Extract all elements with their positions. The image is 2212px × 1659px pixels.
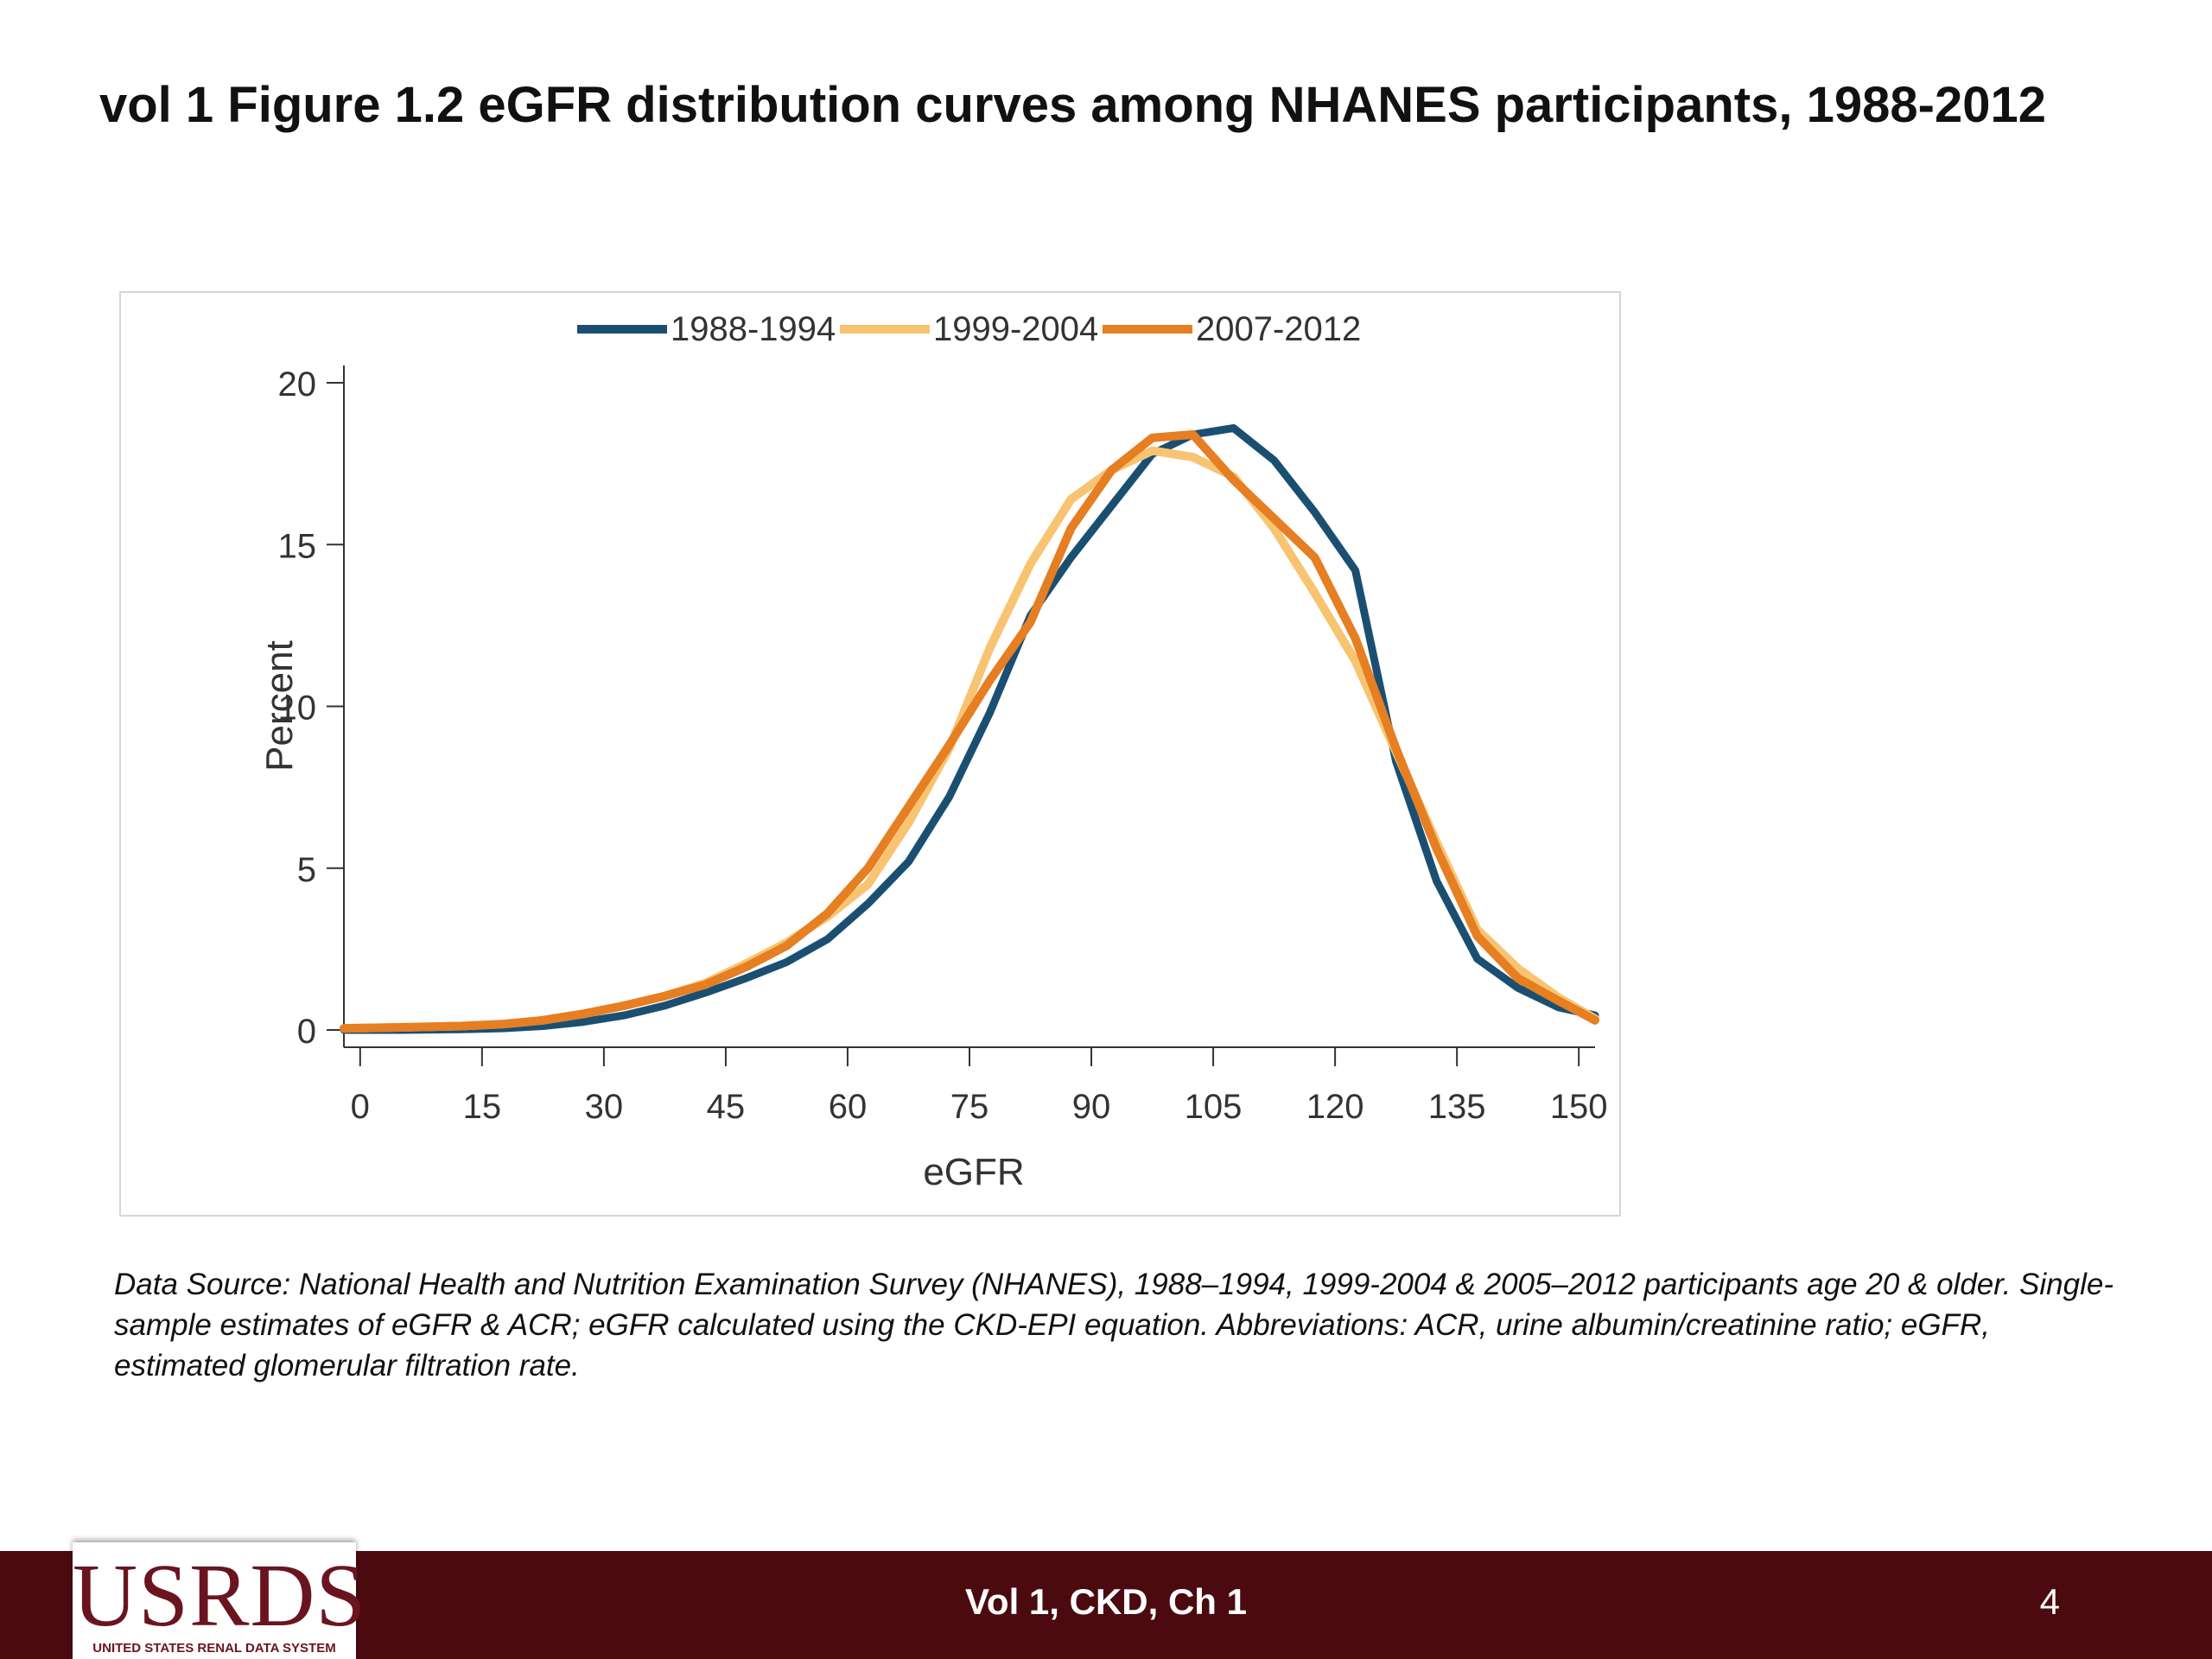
x-tick-label: 45 (707, 1088, 746, 1126)
logo-wordmark: USRDS (73, 1546, 367, 1645)
page-number: 4 (2039, 1581, 2060, 1622)
x-tick-label: 90 (1072, 1088, 1111, 1126)
y-tick-label: 15 (278, 527, 317, 565)
x-tick-label: 30 (585, 1088, 624, 1126)
chart-ticks: 0 5 10 15 20 0 15 30 45 60 75 90 105 120 135 150 (278, 365, 1608, 1126)
x-tick-label: 15 (463, 1088, 502, 1126)
x-tick-label: 60 (829, 1088, 868, 1126)
y-tick-label: 10 (278, 690, 317, 728)
chart-legend: 1988-1994 1999-2004 2007-2012 (577, 310, 1361, 348)
data-source-footnote: Data Source: National Health and Nutriti… (114, 1268, 2113, 1382)
y-tick-label: 5 (297, 851, 316, 889)
x-tick-label: 120 (1306, 1088, 1364, 1126)
x-tick-label: 135 (1428, 1088, 1486, 1126)
egfr-line-chart: 1988-1994 1999-2004 2007-2012 0 5 10 15 20 0 15 3… (258, 310, 1608, 1193)
series-line-2007-2012 (340, 429, 1599, 1033)
chart-series-lines (340, 423, 1599, 1034)
x-tick-label: 75 (950, 1088, 989, 1126)
x-tick-label: 105 (1185, 1088, 1243, 1126)
slide-title: vol 1 Figure 1.2 eGFR distribution curve… (99, 77, 2046, 133)
usrds-logo: USRDS UNITED STATES RENAL DATA SYSTEM (73, 1542, 367, 1659)
legend-label-1988-1994: 1988-1994 (671, 310, 836, 348)
y-axis-label: Percent (258, 640, 301, 772)
series-line-1988-1994 (340, 423, 1599, 1034)
chart-frame: 1988-1994 1999-2004 2007-2012 0 5 10 15 20 0 15 3… (119, 291, 1621, 1217)
footer-label: Vol 1, CKD, Ch 1 (965, 1581, 1247, 1622)
logo-subtext: UNITED STATES RENAL DATA SYSTEM (92, 1641, 336, 1656)
y-tick-label: 20 (278, 365, 317, 404)
x-tick-label: 0 (351, 1088, 370, 1126)
y-tick-label: 0 (297, 1013, 316, 1051)
x-axis-label: eGFR (923, 1151, 1024, 1193)
legend-label-1999-2004: 1999-2004 (933, 310, 1098, 348)
series-line-1999-2004 (340, 446, 1599, 1033)
x-tick-label: 150 (1550, 1088, 1608, 1126)
legend-label-2007-2012: 2007-2012 (1196, 310, 1361, 348)
footer-bar (0, 1551, 2212, 1659)
